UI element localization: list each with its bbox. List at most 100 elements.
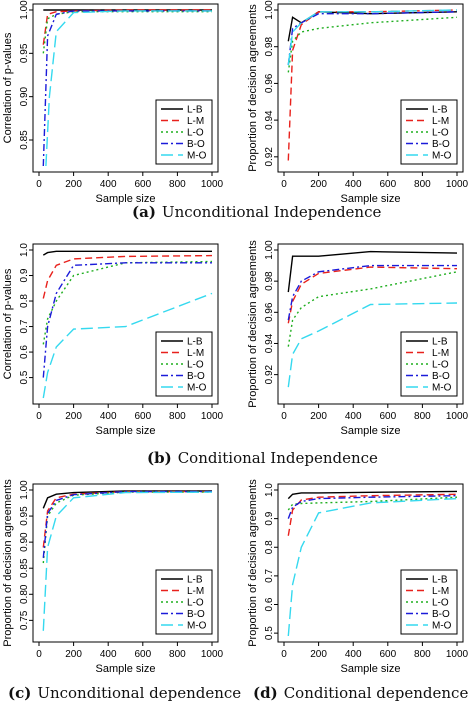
caption-d-letter: (d): [253, 684, 278, 702]
series-line-l-b: [42, 490, 212, 509]
x-tick-label: 0: [36, 411, 42, 422]
plot-frame: [32, 3, 219, 173]
plot-frame: [32, 243, 219, 405]
legend-label-l-o: L-O: [432, 128, 449, 139]
x-tick-label: 600: [134, 411, 151, 422]
legend-label-b-o: B-O: [432, 139, 450, 150]
chart-b_left: 0 200 400 600 800 1000 0.5 0.6 0.7 0.8 0.9 1.0 Sampl…: [2, 243, 224, 437]
y-tick-label: 0.6: [19, 345, 30, 359]
x-tick-label: 800: [169, 179, 186, 190]
x-tick-label: 400: [345, 411, 362, 422]
legend-label-l-m: L-M: [432, 348, 449, 359]
y-tick-label: 0.9: [264, 511, 275, 525]
legend: L-BL-ML-OB-OM-O: [400, 99, 458, 165]
chart-a_right: 0 200 400 600 800 1000 0.92 0.94 0.96 0.98 1.00 Sam…: [247, 0, 469, 205]
legend-label-m-o: M-O: [187, 383, 207, 394]
legend-label-l-b: L-B: [187, 105, 203, 116]
legend-label-l-b: L-B: [432, 575, 448, 586]
x-axis-label: Sample size: [341, 663, 401, 675]
caption-a-text: Unconditional Independence: [161, 203, 382, 221]
legend: L-BL-ML-OB-OM-O: [155, 331, 213, 397]
x-tick-label: 600: [379, 411, 396, 422]
series-line-l-m: [287, 9, 458, 161]
x-tick-label: 200: [310, 649, 327, 660]
legend-box: [400, 331, 458, 397]
series-line-l-m: [42, 490, 212, 548]
legend-label-m-o: M-O: [187, 621, 207, 632]
y-axis-label: Proportion of decision agreements: [247, 479, 259, 647]
y-tick-label: 1.00: [264, 0, 275, 20]
plot-frame: [277, 243, 464, 405]
caption-c-text: Unconditional dependence: [37, 684, 242, 702]
x-tick-label: 0: [281, 179, 287, 190]
y-tick-label: 0.6: [264, 597, 275, 611]
legend: L-BL-ML-OB-OM-O: [155, 99, 213, 165]
legend-label-l-o: L-O: [432, 598, 449, 609]
y-tick-label: 0.7: [19, 319, 30, 333]
series-line-b-o: [287, 264, 457, 321]
x-tick-label: 0: [281, 649, 287, 660]
series-line-l-o: [287, 16, 458, 73]
x-tick-label: 0: [281, 411, 287, 422]
y-axis-label: Proportion of decision agreements: [247, 4, 259, 172]
legend-box: [155, 569, 213, 635]
legend-label-m-o: M-O: [432, 383, 452, 394]
y-axis-label: Proportion of decision agreements: [2, 479, 14, 647]
y-tick-label: 0.85: [19, 130, 30, 150]
chart-a_left: 0 200 400 600 800 1000 0.85 0.90 0.95 1.00 Sample …: [2, 0, 224, 205]
legend-label-l-m: L-M: [187, 586, 204, 597]
y-tick-label: 0.5: [19, 370, 30, 384]
series-line-m-o: [45, 10, 212, 167]
caption-d: (d) Conditional dependence: [253, 684, 468, 702]
y-tick-label: 1.0: [19, 243, 30, 257]
x-tick-label: 200: [310, 411, 327, 422]
plot-frame: [277, 483, 464, 643]
y-tick-label: 0.96: [264, 302, 275, 322]
legend-label-l-b: L-B: [187, 337, 203, 348]
y-tick-label: 0.96: [264, 73, 275, 93]
x-tick-label: 1000: [201, 411, 224, 422]
series-line-b-o: [42, 10, 212, 167]
y-tick-label: 0.95: [19, 506, 30, 526]
x-tick-label: 400: [345, 649, 362, 660]
legend-label-l-m: L-M: [187, 116, 204, 127]
y-tick-label: 0.95: [19, 43, 30, 63]
x-tick-label: 200: [65, 649, 82, 660]
x-tick-label: 800: [414, 179, 431, 190]
legend-label-l-b: L-B: [432, 337, 448, 348]
x-tick-label: 400: [100, 179, 117, 190]
series-line-b-o: [42, 490, 212, 558]
caption-a-letter: (a): [132, 203, 156, 221]
legend-label-b-o: B-O: [187, 371, 205, 382]
chart-c_left: 0 200 400 600 800 1000 0.75 0.80 0.85 0.90 0.95 1.0…: [2, 479, 224, 675]
legend-box: [400, 569, 458, 635]
series-line-l-b: [42, 250, 212, 256]
legend-label-l-m: L-M: [187, 348, 204, 359]
caption-b-text: Conditional Independence: [177, 449, 378, 467]
x-tick-label: 600: [134, 179, 151, 190]
legend-label-b-o: B-O: [187, 139, 205, 150]
y-tick-label: 0.90: [19, 86, 30, 106]
x-tick-label: 200: [65, 179, 82, 190]
x-tick-label: 600: [379, 649, 396, 660]
x-tick-label: 400: [100, 649, 117, 660]
y-tick-label: 0.92: [264, 147, 275, 167]
x-tick-label: 200: [310, 179, 327, 190]
chart-d_left: 0 200 400 600 800 1000 0.5 0.6 0.7 0.8 0.9 1.0 Sampl…: [247, 479, 469, 675]
legend-label-l-o: L-O: [187, 360, 204, 371]
legend-label-l-o: L-O: [187, 128, 204, 139]
x-axis-label: Sample size: [96, 193, 156, 205]
y-tick-label: 0.98: [264, 37, 275, 57]
x-tick-label: 600: [379, 179, 396, 190]
series-line-l-m: [42, 254, 213, 299]
y-tick-label: 0.98: [264, 271, 275, 291]
caption-b: (b) Conditional Independence: [147, 449, 378, 467]
y-tick-label: 1.0: [264, 483, 275, 497]
series-line-l-o: [42, 491, 212, 564]
legend-label-m-o: M-O: [432, 621, 452, 632]
x-tick-label: 800: [414, 411, 431, 422]
x-tick-label: 0: [36, 649, 42, 660]
legend-label-l-o: L-O: [432, 360, 449, 371]
legend: L-BL-ML-OB-OM-O: [400, 569, 458, 635]
caption-c-letter: (c): [8, 684, 32, 702]
